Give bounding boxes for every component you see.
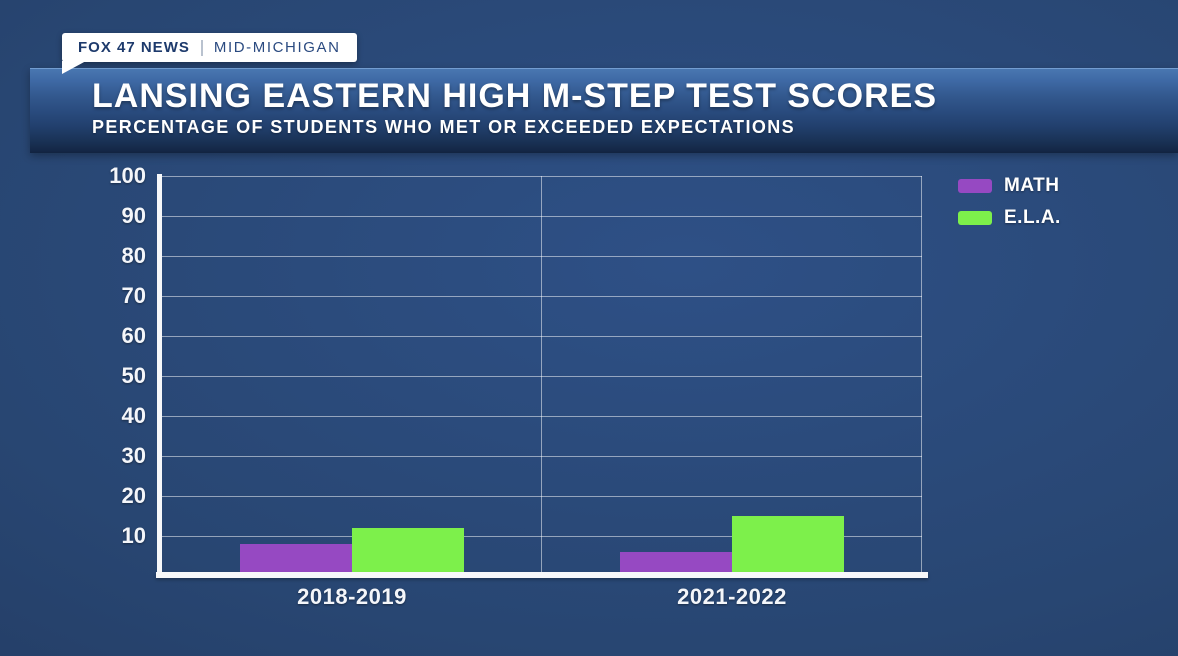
legend-item: E.L.A. — [958, 204, 1061, 232]
gridline-vertical — [541, 176, 542, 576]
chart-subtitle: PERCENTAGE OF STUDENTS WHO MET OR EXCEED… — [92, 117, 796, 137]
y-tick-label: 100 — [109, 163, 146, 188]
legend-item: MATH — [958, 172, 1061, 200]
gridline-vertical — [921, 176, 922, 576]
y-tick-label: 20 — [121, 483, 146, 508]
gridline-horizontal — [162, 375, 922, 377]
station-badge: FOX 47 NEWS MID-MICHIGAN — [62, 33, 357, 62]
legend-label: E.L.A. — [1004, 207, 1061, 228]
bar-ela-2018-2019 — [352, 528, 464, 576]
chart-title: LANSING EASTERN HIGH M-STEP TEST SCORES — [92, 77, 938, 115]
station-name: FOX 47 NEWS — [78, 39, 190, 56]
y-axis-labels: 10 20 30 40 50 60 70 80 90 100 — [36, 164, 146, 576]
gridline-horizontal — [162, 495, 922, 497]
y-tick-label: 70 — [121, 283, 146, 308]
badge-divider — [200, 39, 203, 56]
gridline-horizontal — [162, 415, 922, 417]
x-category-label: 2021-2022 — [677, 584, 787, 609]
gridline-horizontal — [162, 175, 922, 177]
x-axis-line — [156, 572, 928, 578]
legend-swatch-ela — [958, 211, 992, 225]
y-tick-label: 60 — [121, 323, 146, 348]
badge-tail — [62, 61, 86, 74]
bar-ela-2021-2022 — [732, 516, 844, 576]
y-tick-label: 10 — [121, 523, 146, 548]
station-region: MID-MICHIGAN — [213, 39, 341, 56]
y-axis-line — [157, 174, 162, 578]
x-category-label: 2018-2019 — [297, 584, 407, 609]
y-tick-label: 80 — [121, 243, 146, 268]
gridline-horizontal — [162, 335, 922, 337]
plot-area — [162, 175, 922, 576]
gridline-horizontal — [162, 295, 922, 297]
gridline-horizontal — [162, 215, 922, 217]
gridline-horizontal — [162, 455, 922, 457]
title-banner: LANSING EASTERN HIGH M-STEP TEST SCORES … — [30, 68, 1178, 153]
legend-swatch-math — [958, 179, 992, 193]
bar-math-2018-2019 — [240, 544, 352, 576]
y-tick-label: 90 — [121, 203, 146, 228]
y-tick-label: 40 — [121, 403, 146, 428]
gridline-horizontal — [162, 535, 922, 537]
gridline-horizontal — [162, 255, 922, 257]
y-tick-label: 50 — [121, 363, 146, 388]
legend-label: MATH — [1004, 175, 1060, 196]
chart-legend: MATH E.L.A. — [958, 172, 1061, 232]
y-tick-label: 30 — [121, 443, 146, 468]
